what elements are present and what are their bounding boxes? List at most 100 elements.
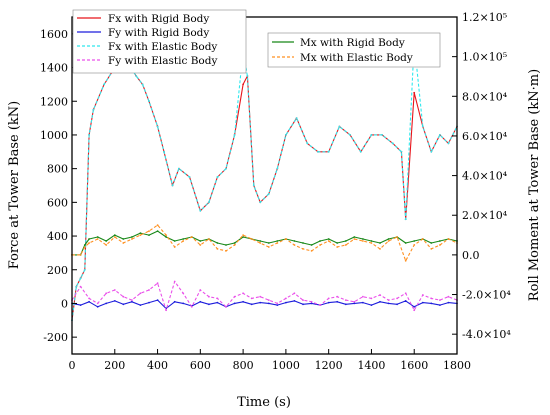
series-4-point-21 xyxy=(242,236,245,238)
x-tick-label-1: 200 xyxy=(104,359,125,372)
series-3-point-10 xyxy=(156,282,159,285)
x-tick-label-9: 1800 xyxy=(443,359,471,372)
y-left-tick-label-2: 200 xyxy=(47,264,68,277)
series-4-point-13 xyxy=(173,240,176,242)
series-1-point-13 xyxy=(182,302,185,305)
series-3-point-33 xyxy=(353,300,356,303)
series-4-point-9 xyxy=(139,232,142,235)
series-5-point-2 xyxy=(83,246,86,248)
series-5-point-35 xyxy=(362,240,364,242)
series-2-point-21 xyxy=(233,134,236,136)
series-3-point-35 xyxy=(370,297,373,300)
series-1-point-37 xyxy=(387,302,390,305)
series-5-point-5 xyxy=(105,244,108,246)
x-tick-label-0: 0 xyxy=(69,359,76,372)
series-1-point-6 xyxy=(122,303,125,306)
series-5-point-10 xyxy=(148,230,150,233)
x-tick-label-4: 800 xyxy=(233,359,254,372)
series-2-point-27 xyxy=(276,167,279,170)
series-4-point-24 xyxy=(267,242,270,244)
series-2-point-15 xyxy=(178,167,180,170)
series-2-point-19 xyxy=(216,176,219,179)
series-5-point-29 xyxy=(310,250,313,252)
series-3-point-1 xyxy=(79,285,82,288)
y-left-tick-label-8: 1400 xyxy=(40,62,68,75)
series-1-point-1 xyxy=(79,304,82,306)
y-right-tick-label-7: 1.0×10⁵ xyxy=(462,51,507,64)
series-1-point-3 xyxy=(96,305,99,308)
series-4-point-31 xyxy=(327,238,330,240)
series-3-point-43 xyxy=(439,299,441,301)
series-3-point-15 xyxy=(199,289,202,291)
series-3-point-2 xyxy=(88,297,90,300)
series-0-point-22 xyxy=(242,83,245,86)
series-2-point-9 xyxy=(135,75,138,77)
series-5-point-31 xyxy=(327,240,330,242)
series-1-point-15 xyxy=(199,300,202,303)
series-4-point-4 xyxy=(96,236,99,238)
series-3-point-8 xyxy=(139,292,142,295)
series-3-point-34 xyxy=(362,295,364,298)
series-3-point-11 xyxy=(165,309,168,312)
y-axis-left-title: Force at Tower Base (kN) xyxy=(7,101,22,269)
series-5-point-39 xyxy=(396,236,398,238)
series-3-point-42 xyxy=(430,297,433,300)
series-5-point-17 xyxy=(208,238,210,240)
series-5-point-33 xyxy=(344,244,347,246)
legend-right-label-0: Mx with Rigid Body xyxy=(300,37,405,49)
series-3-point-29 xyxy=(319,304,321,306)
series-2-point-23 xyxy=(246,75,249,77)
series-4-point-19 xyxy=(225,244,227,246)
series-1-point-9 xyxy=(148,301,150,304)
series-4-point-25 xyxy=(276,240,279,242)
series-1-point-33 xyxy=(353,302,356,305)
series-1-point-7 xyxy=(131,300,133,303)
series-1-point-43 xyxy=(439,304,441,306)
series-2-point-33 xyxy=(338,125,341,128)
series-2-point-31 xyxy=(317,150,319,153)
series-4-point-41 xyxy=(413,240,416,242)
series-2-point-5 xyxy=(92,108,95,111)
series-5-point-15 xyxy=(190,236,193,238)
legend-left-box xyxy=(72,9,247,74)
series-3-point-12 xyxy=(173,280,176,283)
series-5-point-40 xyxy=(404,259,407,262)
series-2-point-11 xyxy=(148,100,150,103)
series-5-point-19 xyxy=(225,250,227,252)
series-1-point-34 xyxy=(362,301,364,304)
series-4-point-10 xyxy=(148,234,150,237)
series-5-point-11 xyxy=(156,224,159,227)
series-1-point-31 xyxy=(336,300,339,303)
y-left-tick-label-5: 800 xyxy=(47,163,68,176)
series-4-point-33 xyxy=(344,240,347,242)
series-2-point-16 xyxy=(188,176,191,179)
series-5-point-30 xyxy=(319,244,321,246)
series-4-point-34 xyxy=(353,236,356,238)
series-3-point-18 xyxy=(225,305,227,308)
series-2-point-44 xyxy=(439,134,441,136)
series-2-point-12 xyxy=(156,125,159,128)
series-5-point-21 xyxy=(242,234,245,237)
series-4-point-6 xyxy=(113,234,116,237)
series-5-point-12 xyxy=(165,234,168,237)
series-3-point-28 xyxy=(310,300,313,303)
series-5-point-1 xyxy=(79,254,82,256)
series-2-point-43 xyxy=(430,150,433,153)
series-4-point-28 xyxy=(302,242,304,244)
series-1-point-17 xyxy=(216,301,219,304)
series-4-point-44 xyxy=(439,240,441,242)
ticks-layer: 0 200 400 600 800 1000 1200 1400 1600 1800 -200 0 20… xyxy=(40,11,511,372)
series-2-point-18 xyxy=(208,201,210,204)
series-3-point-5 xyxy=(113,289,116,291)
series-4-point-32 xyxy=(336,242,339,244)
series-1-point-12 xyxy=(173,300,176,303)
series-4-point-37 xyxy=(379,242,381,244)
series-5-point-37 xyxy=(379,248,381,250)
series-3-point-4 xyxy=(105,292,108,295)
legend-left-label-2: Fx with Elastic Body xyxy=(108,41,217,53)
legend-left-label-1: Fy with Rigid Body xyxy=(108,27,209,39)
series-3-point-24 xyxy=(276,302,279,305)
series-2-point-36 xyxy=(370,134,373,136)
series-2-point-4 xyxy=(88,134,90,136)
series-3-point-41 xyxy=(421,294,424,296)
